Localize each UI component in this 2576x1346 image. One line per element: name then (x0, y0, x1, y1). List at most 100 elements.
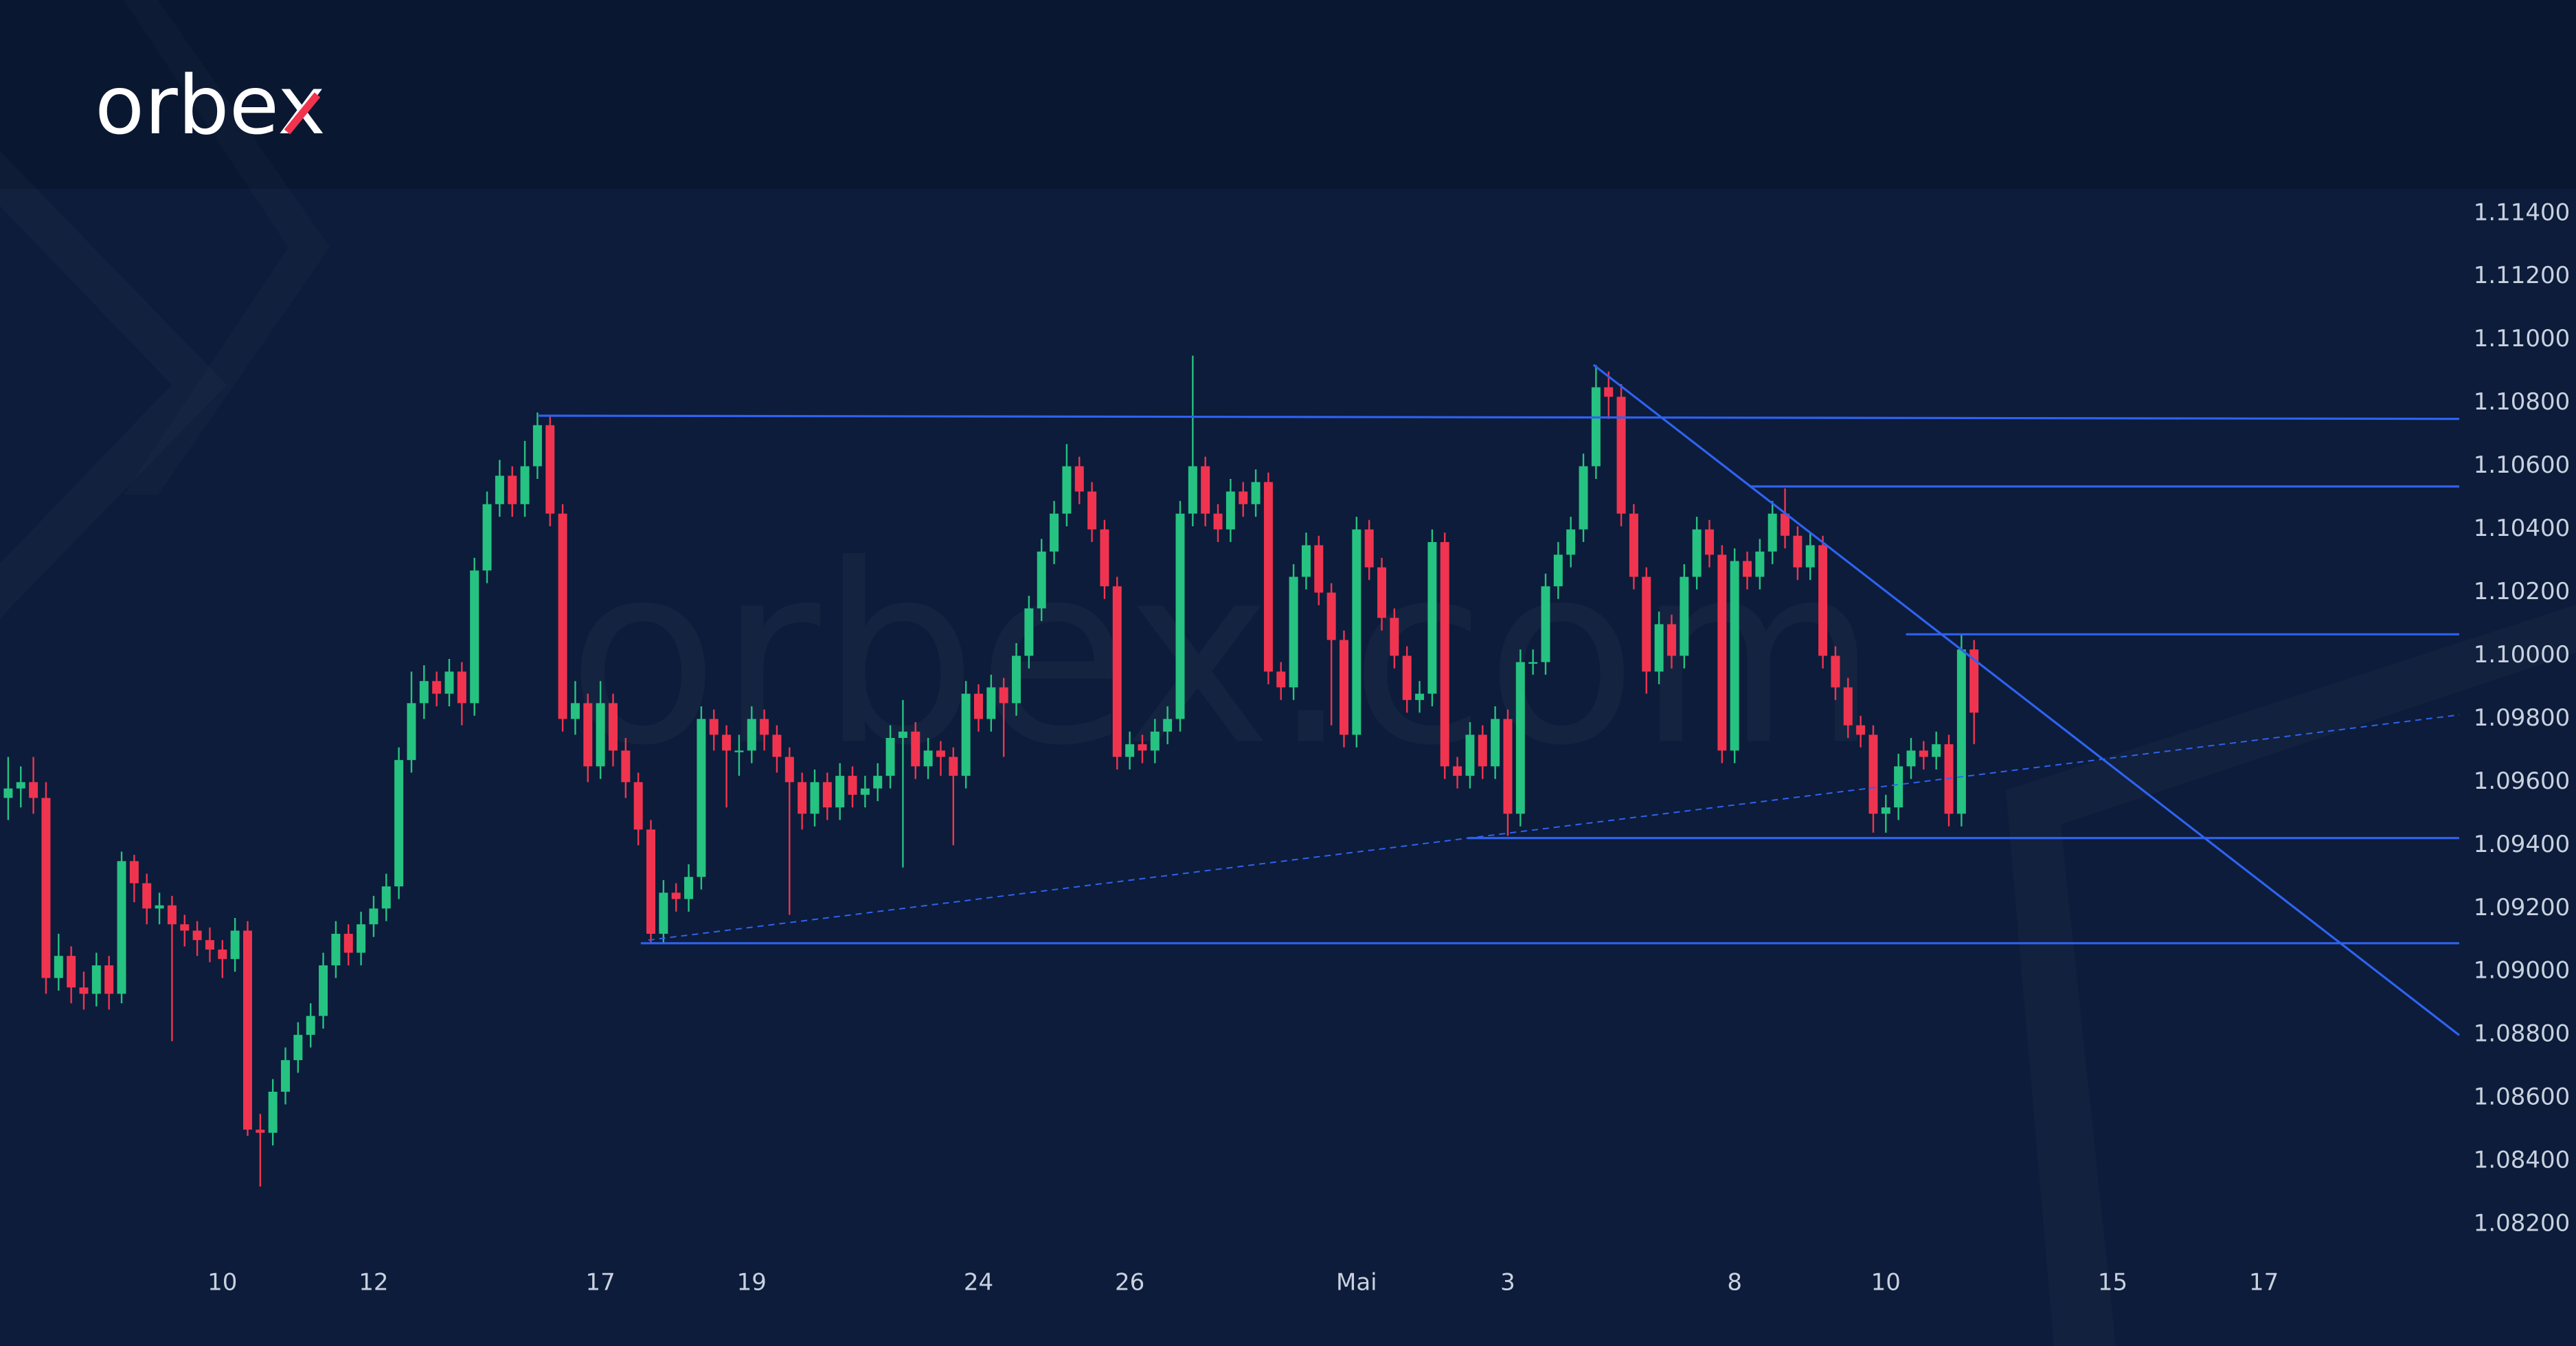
x-tick-label: 12 (359, 1269, 388, 1297)
candle-body (29, 782, 38, 798)
candle-body (1667, 624, 1676, 656)
y-tick-label: 1.10400 (2474, 515, 2571, 542)
x-tick-label: 3 (1500, 1269, 1515, 1297)
candle-body (1188, 466, 1197, 514)
candle-body (293, 1035, 303, 1060)
candle-body (1755, 551, 1765, 577)
x-tick-label: 24 (964, 1269, 993, 1297)
y-tick-label: 1.11200 (2474, 262, 2571, 289)
candle-body (1818, 545, 1828, 656)
candle-body (1112, 586, 1122, 757)
candle-body (357, 924, 366, 953)
x-tick-label: 10 (1871, 1269, 1901, 1297)
candle-body (986, 687, 996, 719)
candle-body (697, 719, 706, 877)
candle-body (1503, 719, 1513, 814)
candle-body (1050, 513, 1059, 552)
candle-body (256, 1130, 265, 1133)
candle-body (1528, 662, 1538, 664)
candle-body (1201, 466, 1210, 514)
x-tick-label: 17 (585, 1269, 615, 1297)
candle-body (1074, 466, 1084, 492)
candle-body (1352, 529, 1362, 735)
candle-body (1276, 671, 1286, 688)
candle-body (1453, 766, 1462, 776)
candle-body (1251, 482, 1261, 504)
candle-body (432, 681, 442, 694)
candle-body (180, 924, 190, 931)
candle-body (1427, 541, 1437, 694)
candle-body (558, 513, 567, 719)
candle-body (1604, 387, 1614, 397)
y-tick-label: 1.08600 (2474, 1084, 2571, 1111)
candle-body (835, 776, 845, 808)
candle-body (419, 681, 429, 704)
candle-body (1579, 466, 1588, 530)
candle-body (41, 798, 51, 978)
candle-body (722, 734, 732, 751)
candle-body (444, 671, 454, 694)
candle-body (1125, 744, 1135, 757)
candle-body (1629, 513, 1638, 577)
candle-body (873, 776, 883, 789)
candle-body (1730, 561, 1739, 751)
y-tick-label: 1.09800 (2474, 704, 2571, 732)
candle-body (1415, 693, 1425, 700)
candle-body (1717, 554, 1727, 751)
trend-line (539, 414, 2460, 420)
candle-body (79, 987, 89, 994)
candle-body (1906, 750, 1916, 767)
candle-body (3, 788, 13, 798)
candle-body (1868, 734, 1878, 814)
candle-body (117, 861, 126, 994)
candle-body (1465, 734, 1475, 776)
candle-body (104, 965, 114, 994)
candle-body (532, 425, 542, 467)
header-band (0, 0, 2576, 189)
candle-body (369, 908, 379, 925)
candle-body (1843, 687, 1853, 726)
y-tick-label: 1.11000 (2474, 325, 2571, 352)
candle-body (898, 731, 907, 738)
candle-body (760, 719, 769, 735)
candle-body (784, 756, 794, 783)
y-tick-label: 1.10600 (2474, 451, 2571, 479)
candle-body (1515, 662, 1525, 814)
candle-body (1781, 513, 1790, 536)
candle-body (936, 750, 945, 757)
candle-body (860, 788, 870, 795)
candle-body (470, 570, 479, 704)
x-tick-label: 15 (2098, 1269, 2127, 1297)
candle-body (1541, 586, 1550, 662)
candle-body (407, 703, 416, 761)
candle-body (1150, 731, 1160, 751)
candle-body (1024, 608, 1034, 656)
candle-body (1616, 396, 1626, 514)
candle-body (508, 475, 517, 504)
candle-body (306, 1016, 315, 1035)
candle-body (583, 703, 593, 767)
y-tick-label: 1.08800 (2474, 1020, 2571, 1048)
candle-body (621, 750, 631, 783)
candle-body (394, 760, 404, 887)
candle-body (495, 475, 504, 504)
candle-body (1654, 624, 1664, 672)
candle-body (885, 737, 895, 776)
candle-body (1062, 466, 1072, 514)
x-tick-label: 8 (1727, 1269, 1742, 1297)
candle-body (1289, 576, 1298, 688)
candle-body (923, 750, 933, 767)
candle-body (1932, 744, 1941, 757)
y-tick-label: 1.11400 (2474, 199, 2571, 226)
candle-body (192, 930, 202, 941)
candle-body (381, 886, 391, 909)
candle-body (1263, 482, 1273, 672)
logo: orbex (95, 58, 326, 153)
candle-body (268, 1091, 278, 1133)
candle-body (1805, 545, 1815, 568)
candle-body (822, 782, 832, 808)
y-tick-label: 1.08400 (2474, 1147, 2571, 1174)
candle-body (1894, 766, 1903, 808)
